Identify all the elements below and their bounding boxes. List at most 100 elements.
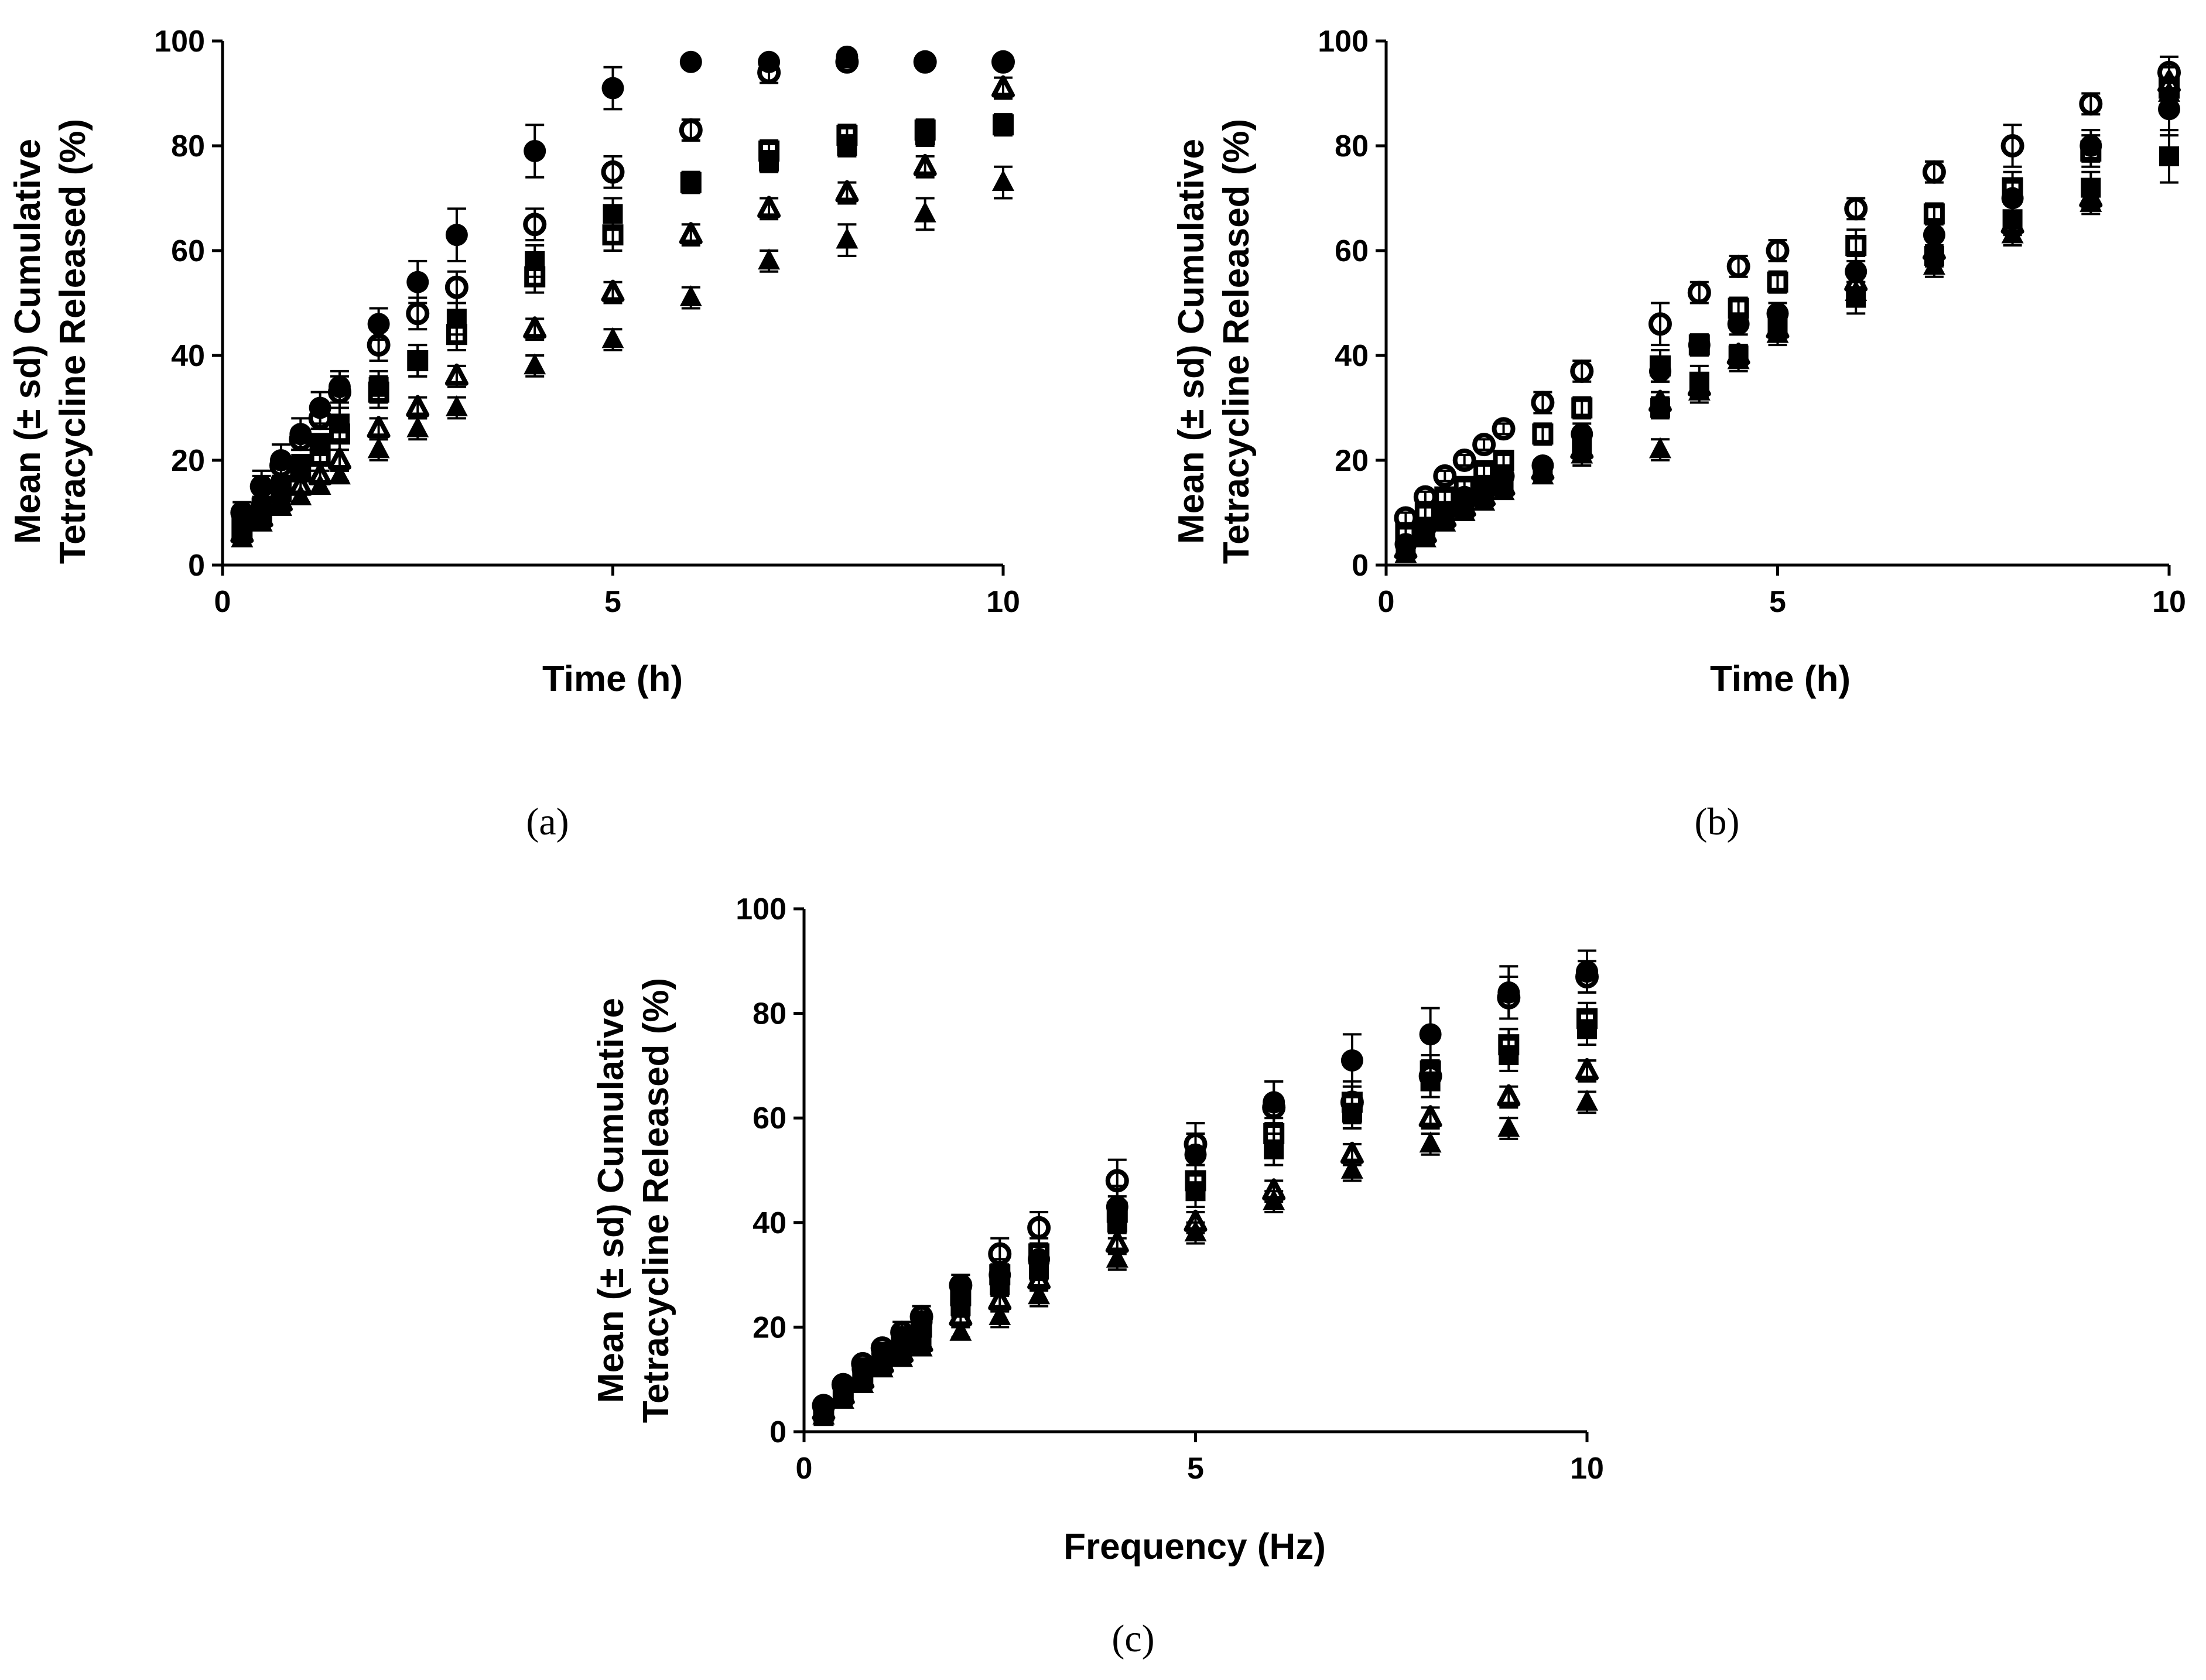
y-tick-label: 60 <box>753 1101 786 1135</box>
data-point <box>1418 1105 1442 1128</box>
data-point <box>601 279 625 302</box>
data-point <box>991 50 1015 74</box>
panel-a-label: (a) <box>526 800 569 843</box>
data-point <box>989 1303 1011 1325</box>
x-tick-label: 0 <box>796 1452 813 1486</box>
data-point <box>1531 391 1555 415</box>
data-point <box>835 180 859 203</box>
y-tick-label: 20 <box>753 1311 786 1344</box>
data-point <box>523 213 547 237</box>
data-point <box>368 381 389 403</box>
data-point <box>1185 1181 1206 1202</box>
y-tick-label: 0 <box>1352 549 1369 583</box>
panel-c: Mean (± sd) Cumulative Tetracycline Rele… <box>591 892 1604 1660</box>
data-point <box>601 160 625 184</box>
x-tick-label: 5 <box>1187 1452 1204 1486</box>
data-point <box>445 224 468 247</box>
data-point <box>250 510 273 532</box>
data-point <box>914 201 936 223</box>
panel-a-ylabel-line1: Mean (± sd) Cumulative <box>8 139 48 544</box>
y-tick-label: 20 <box>1335 444 1369 478</box>
data-point <box>1844 197 1868 221</box>
data-point <box>757 196 781 218</box>
series-filled-triangle <box>812 1089 1598 1425</box>
panel-b-xlabel: Time (h) <box>1710 659 1851 699</box>
data-point <box>1419 1023 1442 1046</box>
data-point <box>1766 239 1790 262</box>
data-point <box>1688 379 1711 401</box>
data-point <box>289 484 312 506</box>
data-point <box>1688 334 1711 357</box>
data-point <box>1923 254 1945 275</box>
data-point <box>1845 280 1868 301</box>
data-point <box>679 285 702 306</box>
data-point <box>758 248 781 270</box>
data-point <box>602 224 624 246</box>
data-point <box>1576 1089 1598 1111</box>
data-point <box>949 1319 972 1341</box>
data-point <box>836 125 858 146</box>
y-tick-label: 100 <box>736 892 786 926</box>
data-point <box>2158 80 2180 102</box>
x-tick-label: 10 <box>1570 1452 1604 1486</box>
data-point <box>269 494 292 516</box>
data-point <box>1532 423 1554 445</box>
data-point <box>1473 490 1496 511</box>
data-point <box>851 1372 874 1394</box>
y-tick-label: 60 <box>171 234 205 268</box>
series-open-square <box>813 1001 1598 1422</box>
data-point <box>444 275 468 299</box>
y-tick-label: 60 <box>1335 234 1369 268</box>
series-filled-triangle <box>1394 76 2180 563</box>
data-point <box>1434 510 1456 532</box>
data-point <box>1571 442 1593 464</box>
panel-b-ylabel-line1: Mean (± sd) Cumulative <box>1171 139 1212 544</box>
data-point <box>757 60 781 84</box>
y-tick-label: 80 <box>171 129 205 163</box>
panel-b-ylabel-line2: Tetracycline Released (%) <box>1216 119 1257 564</box>
data-point <box>523 316 547 339</box>
data-point <box>1105 1169 1129 1193</box>
series-filled-circle <box>231 45 1014 525</box>
data-point <box>1767 271 1788 293</box>
data-point <box>991 75 1015 98</box>
panel-c-ylabel-line1: Mean (± sd) Cumulative <box>591 998 631 1403</box>
data-point <box>1184 1220 1207 1242</box>
y-tick-label: 40 <box>753 1206 786 1240</box>
data-point <box>914 119 936 141</box>
data-point <box>231 526 254 548</box>
data-point <box>1922 160 1946 184</box>
panel-c-label: (c) <box>1111 1617 1154 1660</box>
x-tick-label: 0 <box>214 585 231 619</box>
data-point <box>1497 986 1521 1010</box>
data-point <box>680 172 702 193</box>
data-point <box>444 363 468 386</box>
x-tick-label: 5 <box>1769 585 1786 619</box>
data-point <box>1648 389 1672 412</box>
data-point <box>2000 134 2024 158</box>
panel-a-ylabel-line2: Tetracycline Released (%) <box>53 119 93 564</box>
data-point <box>1648 360 1671 382</box>
data-point <box>913 50 937 74</box>
data-point <box>758 140 780 162</box>
series-filled-square <box>813 1012 1597 1426</box>
data-point <box>1727 313 1750 336</box>
panel-a-xlabel: Time (h) <box>542 659 683 699</box>
data-point <box>812 1403 835 1425</box>
data-point <box>1394 542 1417 563</box>
data-point <box>891 1346 914 1367</box>
series-filled-triangle <box>231 165 1014 548</box>
data-point <box>1845 235 1867 256</box>
data-point <box>406 416 429 437</box>
data-point <box>329 423 350 445</box>
data-point <box>446 324 467 345</box>
series-open-triangle <box>230 75 1015 543</box>
data-point <box>1340 1157 1363 1179</box>
x-tick-label: 5 <box>604 585 621 619</box>
panel-c-ylabel-line2: Tetracycline Released (%) <box>636 978 676 1423</box>
panel-b-label: (b) <box>1695 800 1740 843</box>
y-tick-label: 20 <box>171 444 205 478</box>
data-point <box>445 395 468 416</box>
data-point <box>1575 965 1599 989</box>
y-tick-label: 0 <box>769 1415 786 1449</box>
